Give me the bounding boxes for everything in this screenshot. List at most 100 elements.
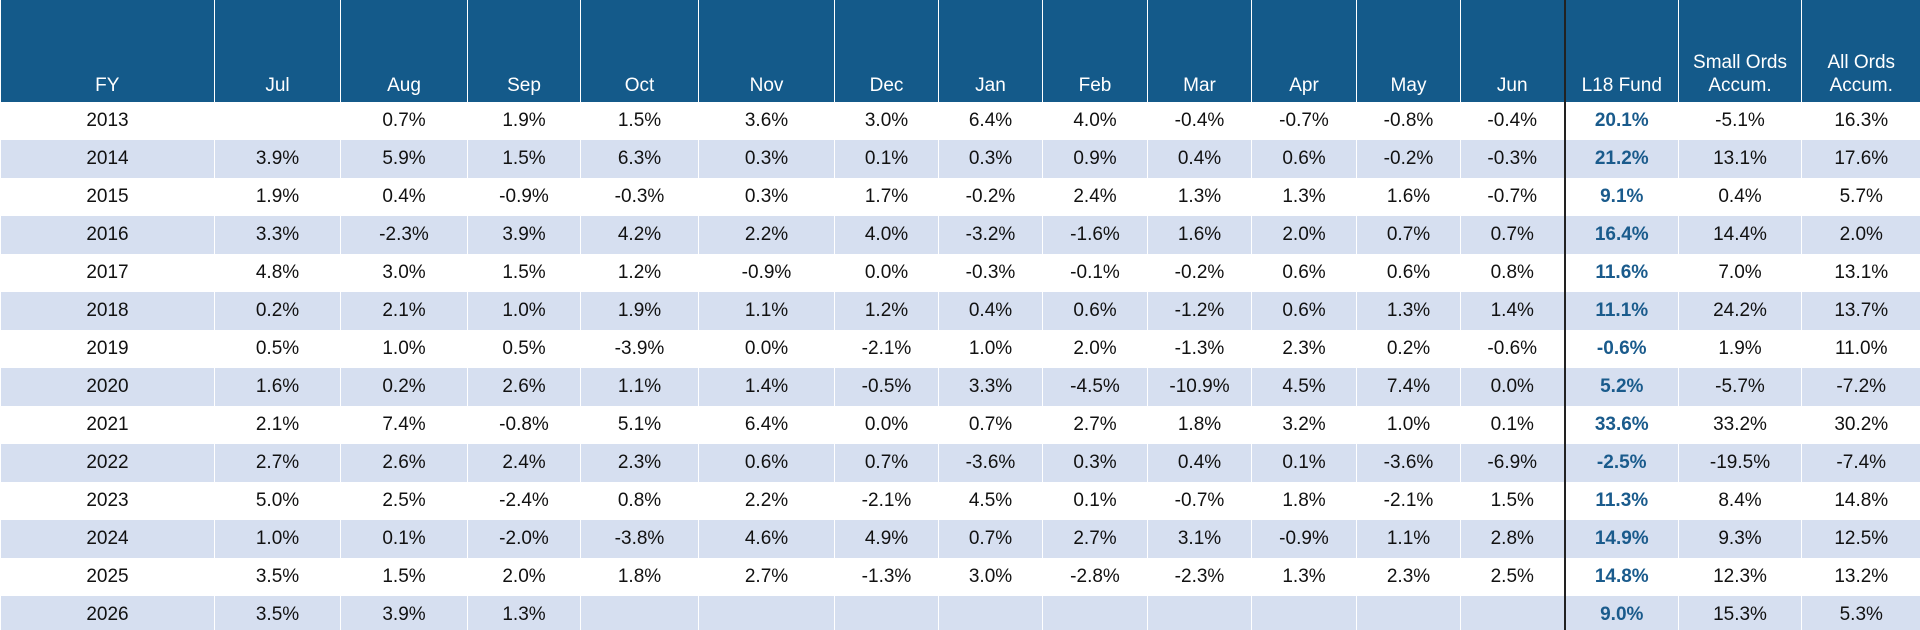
value-cell: 0.9% <box>1042 140 1148 178</box>
value-cell: 4.8% <box>214 254 341 292</box>
value-cell: 1.9% <box>467 102 581 140</box>
value-cell: 11.3% <box>1563 482 1679 520</box>
value-cell: 17.6% <box>1801 140 1920 178</box>
value-cell: 1.6% <box>214 368 341 406</box>
value-cell <box>1147 596 1252 630</box>
value-cell: 6.4% <box>698 406 835 444</box>
value-cell: 1.5% <box>467 140 581 178</box>
year-cell: 2020 <box>0 368 215 406</box>
value-cell: 14.9% <box>1563 520 1679 558</box>
value-cell: 1.5% <box>580 102 699 140</box>
value-cell: 16.4% <box>1563 216 1679 254</box>
value-cell: -3.9% <box>580 330 699 368</box>
value-cell: 3.2% <box>1251 406 1357 444</box>
column-header: All Ords Accum. <box>1801 0 1920 102</box>
value-cell: 1.2% <box>580 254 699 292</box>
value-cell: 2.8% <box>1460 520 1565 558</box>
column-header: Jun <box>1460 0 1565 102</box>
column-header: Aug <box>340 0 468 102</box>
value-cell: -2.3% <box>340 216 468 254</box>
value-cell: 20.1% <box>1563 102 1679 140</box>
table-row: 2026 3.5% 3.9% 1.3% 9.0% 15.3% 5.3% <box>0 596 1920 630</box>
value-cell: 2.1% <box>340 292 468 330</box>
value-cell: 0.3% <box>1042 444 1148 482</box>
value-cell: 3.1% <box>1147 520 1252 558</box>
year-cell: 2026 <box>0 596 215 630</box>
value-cell: 0.1% <box>1042 482 1148 520</box>
value-cell: -0.3% <box>938 254 1043 292</box>
value-cell <box>580 596 699 630</box>
value-cell: 0.4% <box>1147 140 1252 178</box>
value-cell: 3.0% <box>340 254 468 292</box>
value-cell: 2.5% <box>1460 558 1565 596</box>
value-cell: -6.9% <box>1460 444 1565 482</box>
value-cell: 2.0% <box>1042 330 1148 368</box>
value-cell: 1.8% <box>580 558 699 596</box>
value-cell: -0.3% <box>580 178 699 216</box>
value-cell: 3.9% <box>340 596 468 630</box>
column-header: Mar <box>1147 0 1252 102</box>
column-header: Sep <box>467 0 581 102</box>
value-cell <box>1251 596 1357 630</box>
value-cell: 14.8% <box>1801 482 1920 520</box>
value-cell: 1.1% <box>1356 520 1461 558</box>
value-cell: 2.0% <box>467 558 581 596</box>
value-cell: 1.0% <box>467 292 581 330</box>
value-cell: 8.4% <box>1678 482 1802 520</box>
year-cell: 2017 <box>0 254 215 292</box>
value-cell: 1.3% <box>1147 178 1252 216</box>
value-cell: 1.6% <box>1147 216 1252 254</box>
value-cell: 5.9% <box>340 140 468 178</box>
value-cell: -0.7% <box>1147 482 1252 520</box>
value-cell: 1.0% <box>214 520 341 558</box>
value-cell: 2.0% <box>1251 216 1357 254</box>
value-cell: 1.7% <box>834 178 939 216</box>
value-cell: -3.2% <box>938 216 1043 254</box>
value-cell: 3.3% <box>938 368 1043 406</box>
value-cell: 13.7% <box>1801 292 1920 330</box>
value-cell: 11.6% <box>1563 254 1679 292</box>
value-cell: 0.7% <box>1356 216 1461 254</box>
value-cell: 33.2% <box>1678 406 1802 444</box>
value-cell: 2.3% <box>580 444 699 482</box>
header-row: FY Jul Aug Sep Oct Nov Dec Jan Feb Mar Apr May Jun L1… <box>0 0 1920 102</box>
value-cell: -7.2% <box>1801 368 1920 406</box>
year-cell: 2022 <box>0 444 215 482</box>
value-cell: 5.0% <box>214 482 341 520</box>
value-cell: 1.0% <box>1356 406 1461 444</box>
value-cell: 2.3% <box>1356 558 1461 596</box>
value-cell: -3.6% <box>1356 444 1461 482</box>
value-cell: 1.8% <box>1251 482 1357 520</box>
value-cell: 0.6% <box>1251 140 1357 178</box>
value-cell: 1.5% <box>340 558 468 596</box>
value-cell: 0.4% <box>1678 178 1802 216</box>
table-row: 2015 1.9% 0.4% -0.9% -0.3% 0.3% 1.7% -0.2% 2.4% 1… <box>0 178 1920 216</box>
value-cell: 6.4% <box>938 102 1043 140</box>
value-cell: 2.3% <box>1251 330 1357 368</box>
value-cell: 0.6% <box>1042 292 1148 330</box>
value-cell: 24.2% <box>1678 292 1802 330</box>
value-cell: 0.2% <box>1356 330 1461 368</box>
value-cell: -0.6% <box>1563 330 1679 368</box>
value-cell: 0.8% <box>1460 254 1565 292</box>
value-cell: 0.7% <box>340 102 468 140</box>
value-cell: 7.4% <box>1356 368 1461 406</box>
value-cell: 2.7% <box>214 444 341 482</box>
value-cell: 3.6% <box>698 102 835 140</box>
value-cell: 7.4% <box>340 406 468 444</box>
value-cell <box>834 596 939 630</box>
value-cell: -0.2% <box>1356 140 1461 178</box>
value-cell: 4.0% <box>834 216 939 254</box>
value-cell: 4.6% <box>698 520 835 558</box>
value-cell: -3.6% <box>938 444 1043 482</box>
value-cell: 12.3% <box>1678 558 1802 596</box>
value-cell: -0.4% <box>1460 102 1565 140</box>
value-cell: -0.5% <box>834 368 939 406</box>
value-cell: -0.7% <box>1251 102 1357 140</box>
column-header: Jul <box>214 0 341 102</box>
value-cell: 9.1% <box>1563 178 1679 216</box>
value-cell <box>1356 596 1461 630</box>
value-cell: 3.0% <box>834 102 939 140</box>
table-row: 2023 5.0% 2.5% -2.4% 0.8% 2.2% -2.1% 4.5% 0.1% -0… <box>0 482 1920 520</box>
